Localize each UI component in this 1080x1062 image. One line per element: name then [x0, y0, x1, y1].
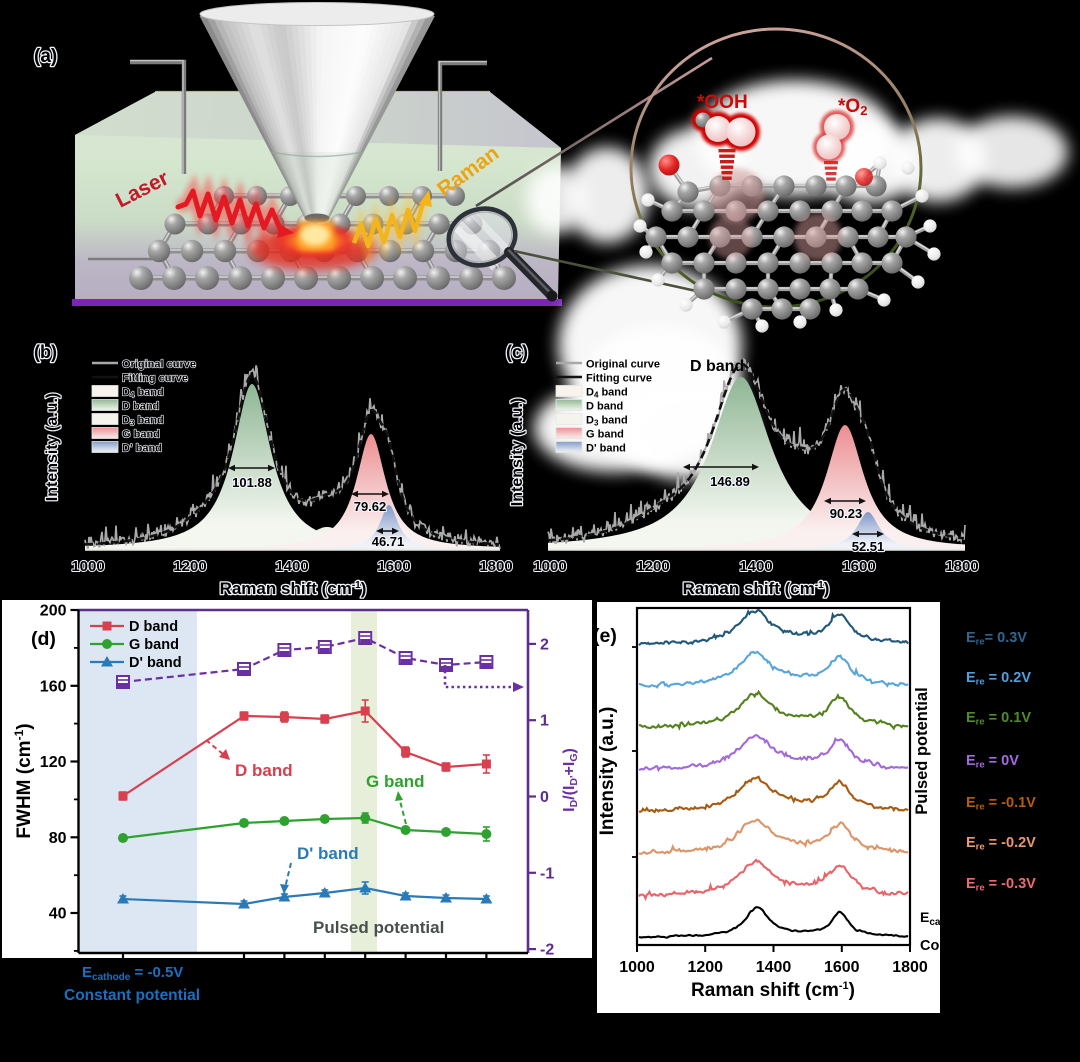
svg-text:G band: G band — [122, 429, 160, 441]
svg-text:Ere = -0.3V: Ere = -0.3V — [966, 876, 1036, 894]
svg-text:Pulsed potential: Pulsed potential — [913, 687, 931, 814]
svg-text:1600: 1600 — [824, 959, 860, 976]
svg-text:1000: 1000 — [71, 558, 104, 575]
svg-text:-2: -2 — [540, 942, 554, 959]
svg-text:Intensity (a.u.): Intensity (a.u.) — [509, 398, 526, 506]
svg-text:1600: 1600 — [377, 558, 410, 575]
svg-text:G band: G band — [586, 429, 624, 441]
svg-text:Ere = 0.1V: Ere = 0.1V — [966, 710, 1031, 728]
svg-text:Constant potential: Constant potential — [64, 987, 200, 1004]
svg-text:Fitting curve: Fitting curve — [586, 373, 652, 385]
svg-text:G band: G band — [129, 637, 179, 653]
svg-text:D band: D band — [122, 401, 159, 413]
svg-text:Ere = -0.1V: Ere = -0.1V — [966, 795, 1036, 813]
svg-text:Fitting curve: Fitting curve — [122, 373, 188, 385]
svg-text:D band: D band — [235, 761, 293, 780]
svg-text:(e): (e) — [593, 625, 617, 647]
svg-text:1000: 1000 — [619, 959, 655, 976]
svg-text:D' band: D' band — [297, 844, 359, 863]
svg-text:1200: 1200 — [687, 959, 723, 976]
svg-text:Intensity (a.u.): Intensity (a.u.) — [44, 393, 61, 501]
svg-text:200: 200 — [40, 603, 67, 620]
svg-text:D band: D band — [129, 619, 178, 635]
svg-text:90.23: 90.23 — [830, 506, 863, 521]
svg-text:1400: 1400 — [739, 558, 772, 575]
svg-text:G band: G band — [366, 772, 425, 791]
svg-text:-1: -1 — [540, 865, 554, 882]
svg-text:Ecathode = -0.5V: Ecathode = -0.5V — [82, 964, 183, 983]
svg-text:1000: 1000 — [533, 558, 566, 575]
svg-text:Raman shift (cm-1): Raman shift (cm-1) — [220, 579, 367, 598]
svg-text:Ere = -0.2V: Ere = -0.2V — [966, 835, 1036, 853]
svg-text:(b): (b) — [34, 342, 57, 362]
svg-text:1600: 1600 — [842, 558, 875, 575]
svg-text:(a): (a) — [34, 46, 57, 67]
svg-text:Raman shift (cm-1): Raman shift (cm-1) — [691, 980, 855, 1001]
svg-text:Original curve: Original curve — [586, 359, 660, 371]
svg-text:52.51: 52.51 — [852, 539, 885, 554]
svg-text:79.62: 79.62 — [354, 499, 387, 514]
svg-text:146.89: 146.89 — [710, 474, 750, 489]
svg-text:Ere= 0.3V: Ere= 0.3V — [966, 630, 1027, 648]
svg-text:46.71: 46.71 — [372, 534, 405, 549]
svg-text:*OOH: *OOH — [697, 92, 748, 113]
svg-text:40: 40 — [49, 906, 67, 923]
svg-text:Pulsed potential: Pulsed potential — [313, 918, 444, 937]
svg-text:80: 80 — [49, 830, 67, 847]
svg-text:D' band: D' band — [129, 655, 182, 671]
svg-text:1800: 1800 — [892, 959, 928, 976]
svg-text:D band: D band — [586, 401, 623, 413]
svg-text:160: 160 — [40, 678, 67, 695]
svg-text:D3 band: D3 band — [586, 415, 628, 428]
svg-text:(d): (d) — [31, 628, 56, 650]
svg-text:1800: 1800 — [479, 558, 512, 575]
svg-text:1200: 1200 — [636, 558, 669, 575]
svg-text:120: 120 — [40, 754, 67, 771]
svg-text:Original curve: Original curve — [122, 359, 196, 371]
svg-text:(c): (c) — [506, 342, 528, 362]
svg-text:1400: 1400 — [756, 959, 792, 976]
svg-text:D' band: D' band — [122, 443, 162, 455]
svg-text:D' band: D' band — [586, 443, 626, 455]
svg-text:1800: 1800 — [945, 558, 978, 575]
svg-text:*O2: *O2 — [838, 96, 867, 118]
svg-text:Ere = 0V: Ere = 0V — [966, 753, 1019, 771]
svg-text:FWHM (cm-1): FWHM (cm-1) — [12, 723, 35, 838]
svg-text:1400: 1400 — [275, 558, 308, 575]
svg-text:1: 1 — [540, 713, 549, 730]
svg-text:ID/(ID'+IG): ID/(ID'+IG) — [561, 748, 580, 812]
svg-text:101.88: 101.88 — [232, 475, 272, 490]
svg-text:Intensity (a.u.): Intensity (a.u.) — [597, 707, 618, 836]
svg-text:Raman shift (cm-1): Raman shift (cm-1) — [683, 579, 830, 598]
svg-text:1200: 1200 — [173, 558, 206, 575]
svg-text:0: 0 — [540, 789, 549, 806]
svg-text:Constant potential: Constant potential — [920, 938, 1047, 954]
svg-text:2: 2 — [540, 636, 549, 653]
svg-text:D band: D band — [690, 358, 744, 375]
svg-text:D4 band: D4 band — [586, 387, 628, 400]
svg-text:Ere = 0.2V: Ere = 0.2V — [966, 670, 1031, 688]
